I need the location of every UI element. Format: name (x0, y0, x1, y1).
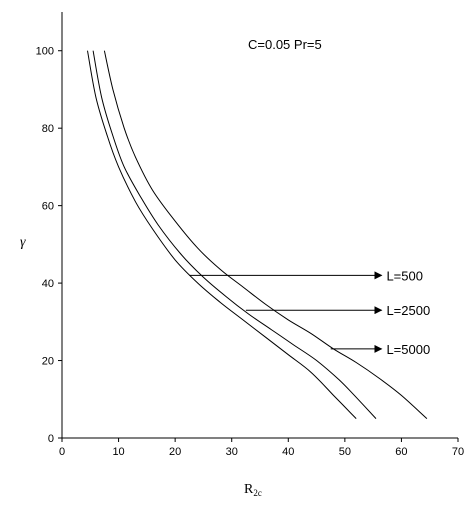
x-axis-label-main: R (244, 482, 254, 497)
y-tick-label: 0 (48, 433, 54, 445)
y-tick-label: 80 (42, 123, 54, 135)
series-label-2: L=2500 (386, 303, 430, 318)
parameter-annotation: C=0.05 Pr=5 (248, 37, 322, 52)
axes: 0 10 20 30 40 50 60 70 0 20 40 60 80 100 (36, 12, 464, 458)
y-tick-label: 20 (42, 356, 54, 368)
y-axis-label: γ (20, 235, 26, 250)
series-label-3: L=5000 (386, 342, 430, 357)
x-tick-label: 20 (169, 446, 181, 458)
y-tick-label: 60 (42, 201, 54, 213)
x-tick-label: 70 (452, 446, 464, 458)
curves: L=500 L=2500 L=5000 (87, 50, 430, 419)
series-line-2 (92, 50, 377, 419)
series-line-1 (87, 50, 357, 419)
x-axis-label-sub: 2c (253, 488, 262, 498)
x-tick-label: 40 (282, 446, 294, 458)
x-tick-label: 0 (59, 446, 65, 458)
x-tick-label: 10 (112, 446, 124, 458)
x-tick-label: 50 (339, 446, 351, 458)
series-label-1: L=500 (386, 268, 423, 283)
y-tick-label: 100 (36, 46, 54, 58)
y-tick-label: 40 (42, 278, 54, 290)
x-tick-label: 30 (226, 446, 238, 458)
annotations: C=0.05 Pr=5 γ R2c (20, 37, 322, 498)
x-axis-label: R2c (244, 482, 262, 498)
series-line-3 (103, 50, 428, 419)
x-tick-label: 60 (395, 446, 407, 458)
